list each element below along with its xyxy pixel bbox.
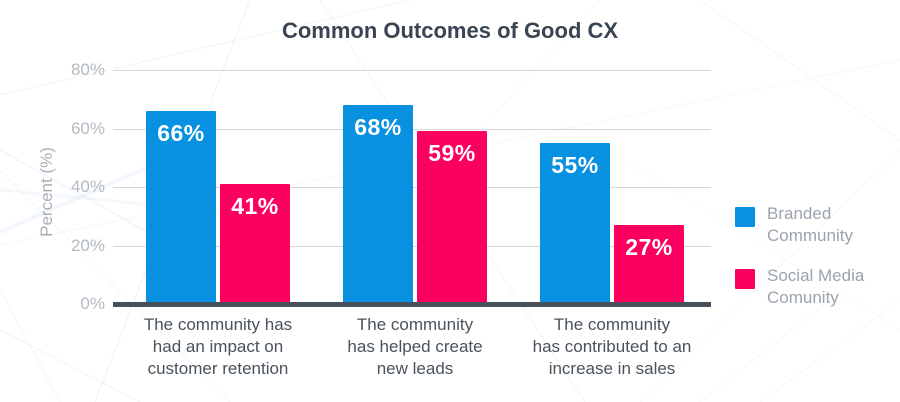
legend: Branded Community Social Media Comunity (735, 203, 864, 327)
bar-value-label: 27% (625, 234, 673, 260)
bar-value-label: 55% (551, 152, 599, 178)
y-tick-label: 0% (80, 294, 105, 313)
bar-value-label: 68% (354, 114, 402, 140)
legend-item: Social Media Comunity (735, 265, 864, 309)
category-label: The community has helped create new lead… (347, 315, 483, 378)
bar-value-label: 59% (428, 140, 476, 166)
legend-item: Branded Community (735, 203, 864, 247)
bar-social-media-comunity: 27% (614, 225, 684, 304)
y-tick-label: 60% (70, 118, 105, 138)
y-tick-label: 80% (70, 60, 105, 79)
bar-social-media-comunity: 59% (417, 131, 487, 304)
category-label: The community has had an impact on custo… (143, 315, 293, 378)
legend-label: Branded Community (767, 204, 853, 245)
category-label: The community has contributed to an incr… (532, 315, 692, 378)
legend-swatch (735, 269, 755, 289)
chart-title: Common Outcomes of Good CX (281, 18, 619, 43)
bar-social-media-comunity: 41% (220, 184, 290, 304)
legend-label: Social Media Comunity (767, 266, 865, 307)
bar-branded-community: 55% (540, 143, 610, 304)
bar-branded-community: 66% (146, 111, 216, 304)
legend-swatch (735, 207, 755, 227)
bar-branded-community: 68% (343, 105, 413, 304)
bar-value-label: 66% (157, 120, 205, 146)
bar-value-label: 41% (231, 193, 279, 219)
y-tick-label: 20% (70, 235, 105, 255)
gridline (113, 70, 711, 71)
x-axis-baseline (113, 302, 711, 307)
y-tick-label: 40% (70, 177, 105, 196)
